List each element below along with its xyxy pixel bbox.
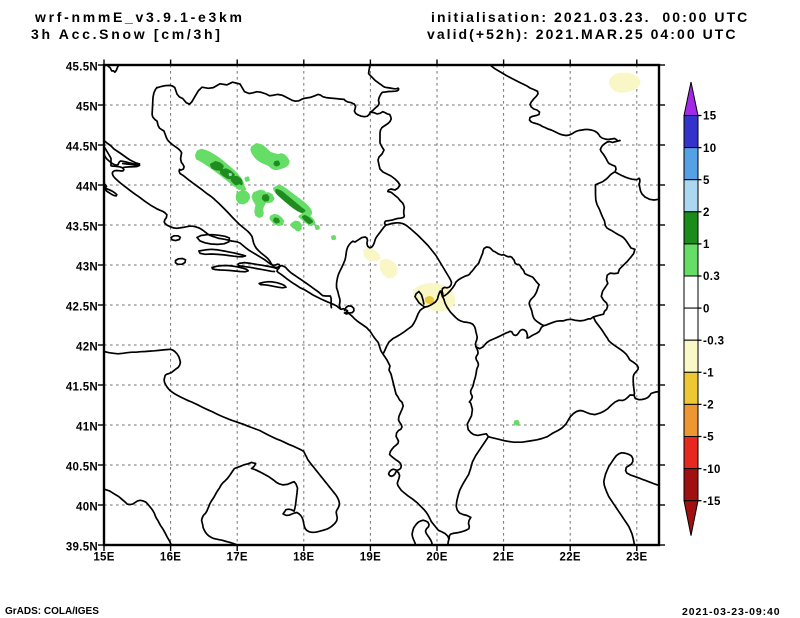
svg-text:-5: -5: [703, 432, 714, 444]
svg-text:-0.3: -0.3: [703, 335, 724, 347]
svg-text:1: 1: [703, 239, 710, 251]
svg-text:41.5N: 41.5N: [66, 381, 98, 393]
svg-text:40.5N: 40.5N: [66, 461, 98, 473]
svg-text:40N: 40N: [76, 501, 98, 513]
svg-text:10: 10: [703, 143, 717, 155]
svg-text:21E: 21E: [493, 552, 514, 564]
svg-text:15E: 15E: [93, 552, 114, 564]
svg-text:0.3: 0.3: [703, 271, 720, 283]
svg-text:19E: 19E: [360, 552, 381, 564]
svg-text:17E: 17E: [227, 552, 248, 564]
svg-text:39.5N: 39.5N: [66, 541, 98, 553]
svg-text:42N: 42N: [76, 341, 98, 353]
svg-text:23E: 23E: [626, 552, 647, 564]
svg-text:22E: 22E: [560, 552, 581, 564]
svg-text:5: 5: [703, 175, 710, 187]
svg-text:-10: -10: [703, 464, 721, 476]
svg-text:-15: -15: [703, 496, 721, 508]
svg-text:45N: 45N: [76, 101, 98, 113]
svg-text:18E: 18E: [293, 552, 314, 564]
svg-text:16E: 16E: [160, 552, 181, 564]
svg-text:43.5N: 43.5N: [66, 221, 98, 233]
svg-text:0: 0: [703, 303, 710, 315]
svg-text:44N: 44N: [76, 181, 98, 193]
svg-text:-2: -2: [703, 400, 714, 412]
svg-text:41N: 41N: [76, 421, 98, 433]
svg-text:15: 15: [703, 111, 717, 123]
svg-text:-1: -1: [703, 368, 714, 380]
svg-text:45.5N: 45.5N: [66, 61, 98, 73]
svg-text:43N: 43N: [76, 261, 98, 273]
svg-text:20E: 20E: [426, 552, 447, 564]
svg-text:44.5N: 44.5N: [66, 141, 98, 153]
svg-text:42.5N: 42.5N: [66, 301, 98, 313]
svg-text:2: 2: [703, 207, 710, 219]
